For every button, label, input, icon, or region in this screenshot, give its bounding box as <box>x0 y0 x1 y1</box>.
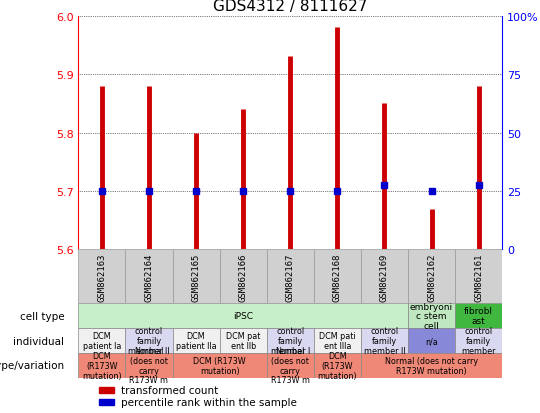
Text: Normal
(does not
carry
R173W m: Normal (does not carry R173W m <box>130 347 168 385</box>
Bar <box>220 328 267 353</box>
Bar <box>267 328 314 353</box>
Text: transformed count: transformed count <box>121 385 218 395</box>
Bar <box>99 399 114 405</box>
Bar <box>455 304 502 328</box>
Text: DCM pati
ent IIIa: DCM pati ent IIIa <box>319 331 356 350</box>
Bar <box>172 328 220 353</box>
Bar <box>267 353 314 378</box>
Bar <box>99 387 114 393</box>
Bar <box>408 328 455 353</box>
Bar <box>455 250 502 304</box>
Text: control
family
member I: control family member I <box>271 327 310 355</box>
Bar <box>78 353 125 378</box>
Text: control
family
member II: control family member II <box>128 327 170 355</box>
Text: control
family
member II: control family member II <box>364 327 405 355</box>
Bar <box>408 304 455 328</box>
Text: DCM
patient Ia: DCM patient Ia <box>83 331 121 350</box>
Bar <box>125 328 172 353</box>
Text: GSM862168: GSM862168 <box>333 253 342 301</box>
Bar <box>172 353 267 378</box>
Bar <box>125 250 172 304</box>
Text: fibrobl
ast: fibrobl ast <box>464 306 493 325</box>
Text: DCM
(R173W
mutation): DCM (R173W mutation) <box>318 351 357 380</box>
Text: control
family
member: control family member <box>461 327 496 355</box>
Title: GDS4312 / 8111627: GDS4312 / 8111627 <box>213 0 367 14</box>
Bar <box>220 250 267 304</box>
Text: cell type: cell type <box>19 311 64 321</box>
Bar <box>125 353 172 378</box>
Text: embryoni
c stem
cell: embryoni c stem cell <box>410 302 453 330</box>
Text: GSM862161: GSM862161 <box>474 253 483 301</box>
Bar <box>314 353 361 378</box>
Bar <box>361 250 408 304</box>
Text: DCM
patient IIa: DCM patient IIa <box>176 331 217 350</box>
Bar <box>314 328 361 353</box>
Text: GSM862166: GSM862166 <box>239 253 248 301</box>
Text: GSM862162: GSM862162 <box>427 253 436 301</box>
Text: n/a: n/a <box>425 336 438 345</box>
Text: DCM (R173W
mutation): DCM (R173W mutation) <box>193 356 246 375</box>
Text: individual: individual <box>13 336 64 346</box>
Bar <box>361 353 502 378</box>
Bar <box>408 250 455 304</box>
Text: GSM862163: GSM862163 <box>97 253 106 301</box>
Bar <box>314 250 361 304</box>
Text: GSM862169: GSM862169 <box>380 253 389 301</box>
Bar <box>78 250 125 304</box>
Bar <box>361 328 408 353</box>
Bar <box>172 250 220 304</box>
Bar <box>267 250 314 304</box>
Text: GSM862167: GSM862167 <box>286 253 295 301</box>
Text: Normal
(does not
carry
R173W m: Normal (does not carry R173W m <box>271 347 310 385</box>
Text: Normal (does not carry
R173W mutation): Normal (does not carry R173W mutation) <box>385 356 478 375</box>
Text: iPSC: iPSC <box>233 311 253 320</box>
Text: genotype/variation: genotype/variation <box>0 361 64 370</box>
Text: DCM
(R173W
mutation): DCM (R173W mutation) <box>82 351 122 380</box>
Bar <box>455 328 502 353</box>
Text: GSM862164: GSM862164 <box>145 253 153 301</box>
Bar <box>78 304 408 328</box>
Text: DCM pat
ent IIb: DCM pat ent IIb <box>226 331 260 350</box>
Text: GSM862165: GSM862165 <box>192 253 200 301</box>
Text: percentile rank within the sample: percentile rank within the sample <box>121 397 296 407</box>
Bar <box>78 328 125 353</box>
